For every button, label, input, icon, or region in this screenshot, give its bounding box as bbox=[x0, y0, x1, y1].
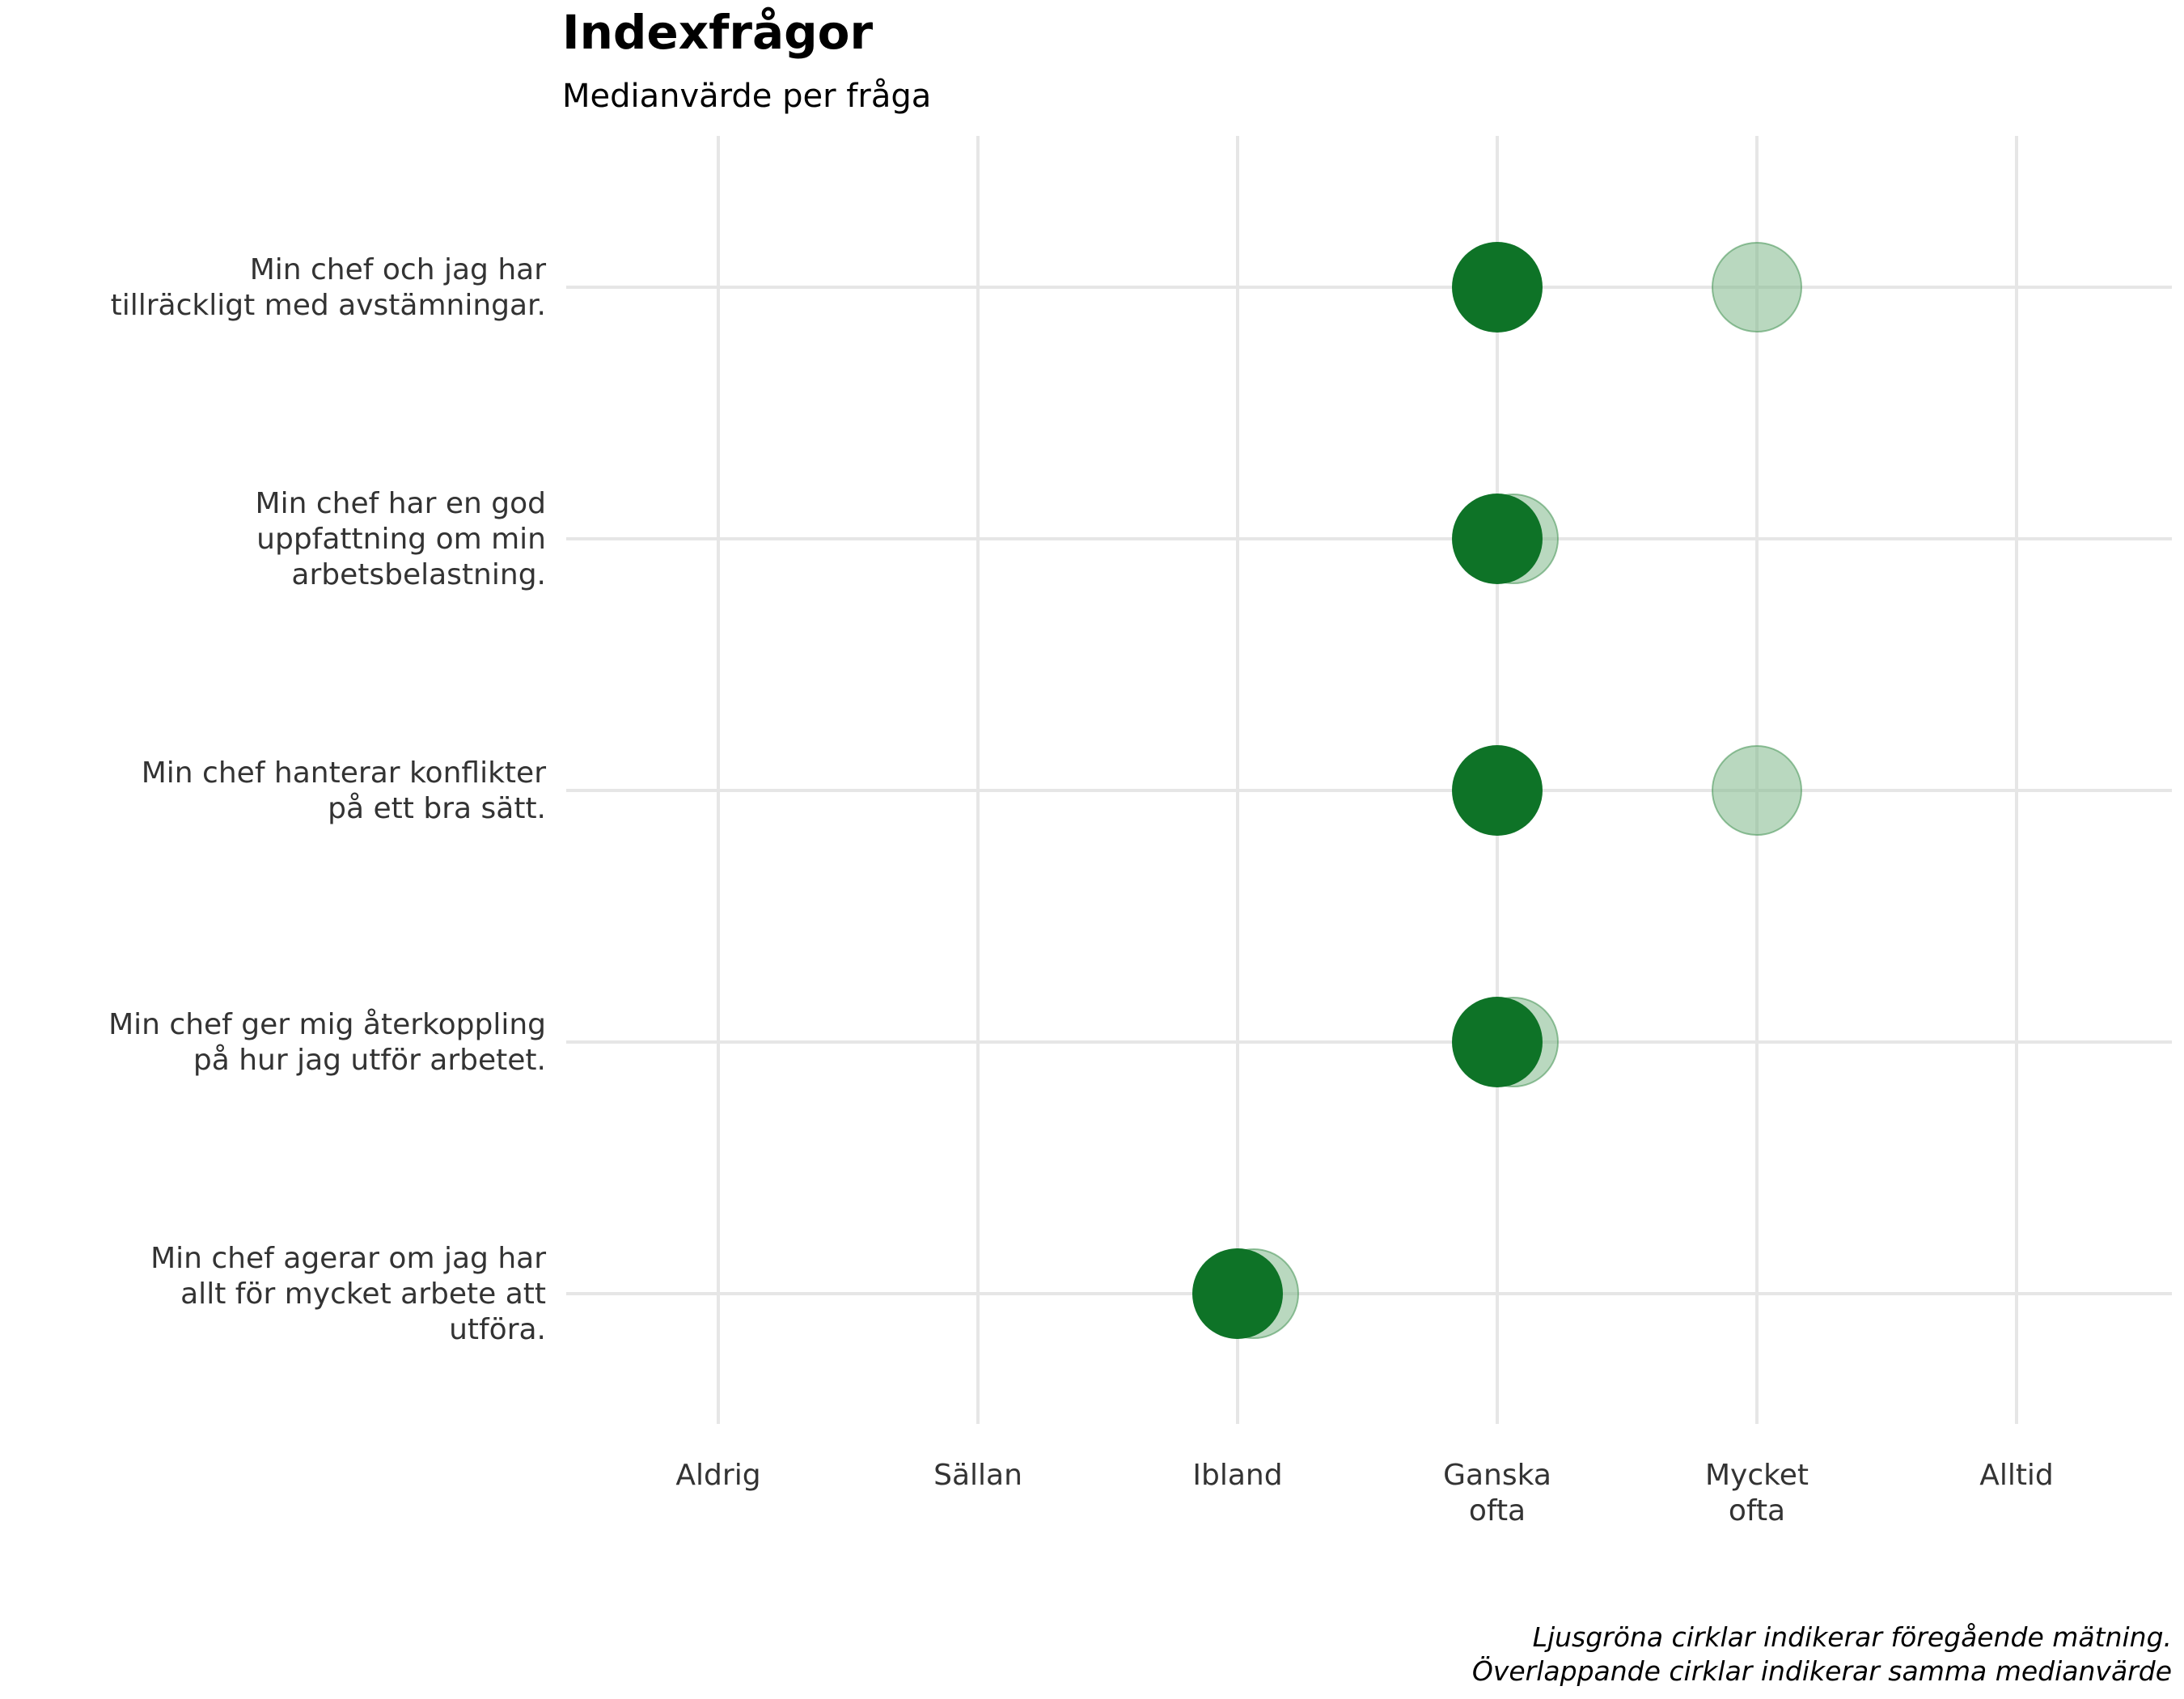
category-label: utföra. bbox=[449, 1313, 546, 1346]
x-tick-label: Aldrig bbox=[675, 1459, 760, 1492]
caption: Ljusgröna cirklar indikerar föregående m… bbox=[1472, 1621, 2172, 1688]
x-tick-label: Sällan bbox=[933, 1459, 1022, 1492]
previous-point bbox=[1712, 745, 1802, 836]
category-label: allt för mycket arbete att bbox=[180, 1277, 546, 1311]
x-tick-label: ofta bbox=[1469, 1494, 1526, 1527]
chart-title: Indexfrågor bbox=[562, 5, 874, 60]
category-label: på hur jag utför arbetet. bbox=[193, 1044, 546, 1077]
current-points bbox=[1192, 242, 1543, 1339]
category-label: på ett bra sätt. bbox=[328, 792, 546, 825]
previous-point bbox=[1712, 242, 1802, 333]
category-label: Min chef ger mig återkoppling bbox=[108, 1008, 546, 1041]
current-point bbox=[1452, 494, 1543, 584]
x-tick-labels: Aldrig Sällan Ibland GanskaoftaMycketoftaAl… bbox=[675, 1459, 2053, 1527]
current-point bbox=[1452, 242, 1543, 333]
category-label: Min chef agerar om jag har bbox=[150, 1242, 546, 1275]
category-label: Min chef och jag har bbox=[250, 253, 547, 286]
x-tick-label: Ibland bbox=[1192, 1459, 1282, 1492]
caption-line-1: Ljusgröna cirklar indikerar föregående m… bbox=[1532, 1621, 2172, 1653]
category-label: uppfattning om min bbox=[256, 523, 546, 556]
caption-line-2: Överlappande cirklar indikerar samma med… bbox=[1471, 1655, 2172, 1687]
current-point bbox=[1452, 745, 1543, 836]
current-point bbox=[1192, 1248, 1283, 1339]
x-tick-label: ofta bbox=[1729, 1494, 1785, 1527]
category-label: arbetsbelastning. bbox=[291, 558, 546, 591]
x-tick-label: Ganska bbox=[1443, 1459, 1551, 1492]
chart-subtitle: Medianvärde per fråga bbox=[562, 78, 932, 115]
category-label: Min chef har en god bbox=[256, 487, 546, 520]
category-label: tillräckligt med avstämningar. bbox=[111, 289, 546, 322]
x-tick-label: Alltid bbox=[1979, 1459, 2054, 1492]
category-label: Min chef hanterar konflikter bbox=[142, 756, 546, 790]
x-tick-label: Mycket bbox=[1705, 1459, 1809, 1492]
current-point bbox=[1452, 997, 1543, 1087]
grid-layer bbox=[566, 136, 2172, 1424]
